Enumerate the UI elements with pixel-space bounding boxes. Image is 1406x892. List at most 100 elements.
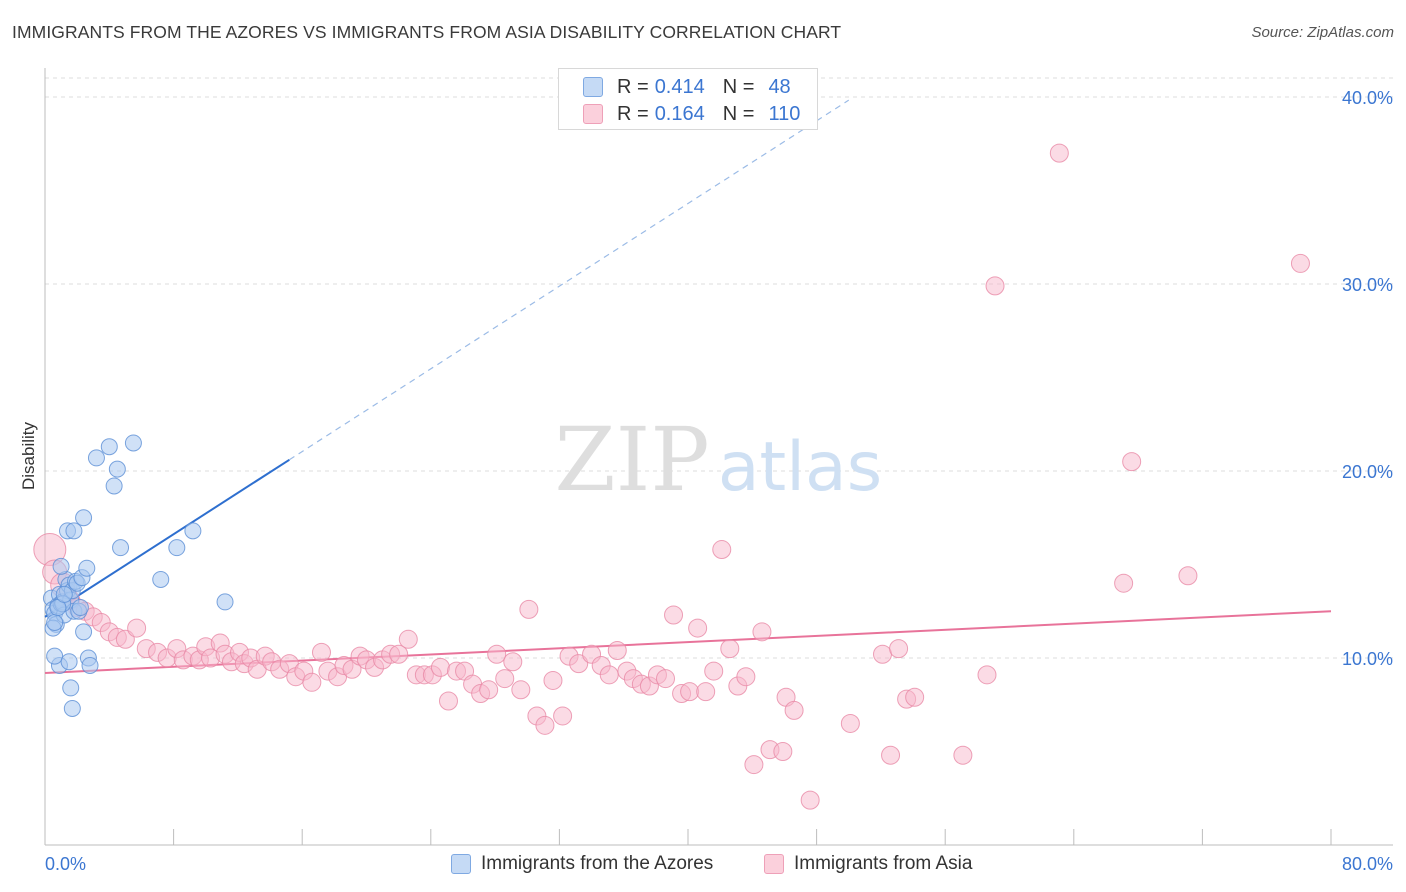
asia-point bbox=[438, 691, 458, 711]
legend-item-azores[interactable]: Immigrants from the Azores bbox=[451, 851, 713, 877]
asia-legend-label: Immigrants from Asia bbox=[794, 853, 973, 874]
asia-point bbox=[889, 639, 909, 659]
asia-point bbox=[430, 657, 450, 677]
chart-title: IMMIGRANTS FROM THE AZORES VS IMMIGRANTS… bbox=[12, 22, 842, 42]
azores-point bbox=[75, 509, 93, 527]
source-credit: Source: ZipAtlas.com bbox=[1251, 24, 1394, 41]
asia-point bbox=[1122, 452, 1142, 472]
asia-point bbox=[736, 667, 756, 687]
azores-swatch bbox=[583, 77, 603, 97]
azores-point bbox=[105, 477, 123, 495]
y-tick-label: 10.0% bbox=[1342, 649, 1393, 669]
asia-point bbox=[479, 680, 499, 700]
asia-point bbox=[511, 680, 531, 700]
r-value: 0.414 bbox=[654, 75, 705, 98]
azores-point bbox=[108, 460, 126, 478]
asia-point bbox=[985, 276, 1005, 296]
asia-point bbox=[311, 642, 331, 662]
azores-legend-label: Immigrants from the Azores bbox=[481, 853, 714, 874]
azores-legend-swatch bbox=[451, 854, 471, 874]
azores-point bbox=[184, 522, 202, 540]
azores-point bbox=[100, 438, 118, 456]
asia-point bbox=[487, 644, 507, 664]
asia-point bbox=[752, 622, 772, 642]
watermark: ZIP atlas bbox=[554, 408, 882, 511]
azores-point bbox=[81, 656, 99, 674]
azores-point bbox=[112, 539, 130, 557]
azores-point bbox=[78, 559, 96, 577]
asia-point bbox=[1114, 573, 1134, 593]
asia-point bbox=[800, 790, 820, 810]
asia-point bbox=[712, 540, 732, 560]
series-asia-points bbox=[33, 143, 1310, 810]
asia-point bbox=[664, 605, 684, 625]
asia-point bbox=[655, 669, 675, 689]
asia-point bbox=[688, 618, 708, 638]
trend-lines bbox=[44, 99, 1332, 674]
n-label: N = bbox=[722, 75, 755, 98]
asia-point bbox=[704, 661, 724, 681]
asia-point bbox=[1178, 566, 1198, 586]
asia-point bbox=[503, 652, 523, 672]
y-tick-label: 40.0% bbox=[1342, 88, 1393, 108]
azores-point bbox=[63, 699, 81, 717]
asia-point bbox=[773, 742, 793, 761]
legend-item-asia[interactable]: Immigrants from Asia bbox=[764, 851, 972, 877]
asia-point bbox=[784, 700, 804, 720]
r-value: 0.164 bbox=[654, 102, 705, 125]
asia-point bbox=[535, 715, 555, 735]
series-azores-points bbox=[42, 434, 234, 717]
azores-point bbox=[216, 593, 234, 611]
asia-swatch bbox=[583, 104, 603, 124]
x-tick-label: 0.0% bbox=[45, 854, 86, 874]
azores-point bbox=[46, 613, 64, 631]
asia-point bbox=[744, 755, 764, 775]
asia-point bbox=[607, 641, 627, 661]
azores-point bbox=[71, 599, 89, 617]
asia-point bbox=[302, 672, 322, 692]
asia-point bbox=[953, 745, 973, 765]
asia-point bbox=[495, 669, 515, 689]
tick-labels: 10.0% 20.0% 30.0% 40.0% 0.0% 80.0% bbox=[45, 88, 1393, 874]
azores-point bbox=[60, 653, 78, 671]
stats-legend: R = 0.414 N = 48 R = 0.164 N = 110 bbox=[558, 68, 818, 130]
y-tick-label: 30.0% bbox=[1342, 275, 1393, 295]
asia-point bbox=[905, 687, 925, 707]
azores-point bbox=[124, 434, 142, 452]
azores-point bbox=[87, 449, 105, 467]
n-value: 110 bbox=[768, 102, 801, 125]
asia-point bbox=[115, 629, 135, 649]
azores-trend-line bbox=[44, 458, 290, 618]
asia-point bbox=[720, 639, 740, 659]
n-value: 48 bbox=[768, 75, 791, 98]
azores-point bbox=[75, 623, 93, 641]
asia-point bbox=[1290, 253, 1310, 273]
x-tick-label: 80.0% bbox=[1342, 854, 1393, 874]
asia-point bbox=[519, 599, 539, 619]
azores-point bbox=[65, 522, 83, 540]
asia-point bbox=[696, 682, 716, 702]
watermark-atlas: atlas bbox=[718, 428, 882, 507]
asia-point bbox=[599, 665, 619, 685]
azores-point bbox=[46, 647, 64, 665]
asia-point bbox=[569, 654, 589, 674]
axes bbox=[44, 68, 1393, 846]
azores-point bbox=[152, 570, 170, 588]
asia-point bbox=[389, 644, 409, 664]
azores-point bbox=[168, 539, 186, 557]
asia-legend-swatch bbox=[764, 854, 784, 874]
azores-point bbox=[55, 585, 73, 603]
y-tick-label: 20.0% bbox=[1342, 462, 1393, 482]
asia-point bbox=[1049, 143, 1069, 163]
azores-point bbox=[52, 557, 70, 575]
asia-point bbox=[881, 745, 901, 765]
asia-point bbox=[398, 629, 418, 649]
azores-point bbox=[62, 679, 80, 697]
stats-row-asia: R = 0.164 N = 110 bbox=[583, 100, 801, 128]
asia-point bbox=[127, 618, 147, 638]
asia-point bbox=[680, 682, 700, 702]
asia-point bbox=[977, 665, 997, 685]
stats-row-azores: R = 0.414 N = 48 bbox=[583, 73, 791, 101]
n-label: N = bbox=[722, 102, 755, 125]
